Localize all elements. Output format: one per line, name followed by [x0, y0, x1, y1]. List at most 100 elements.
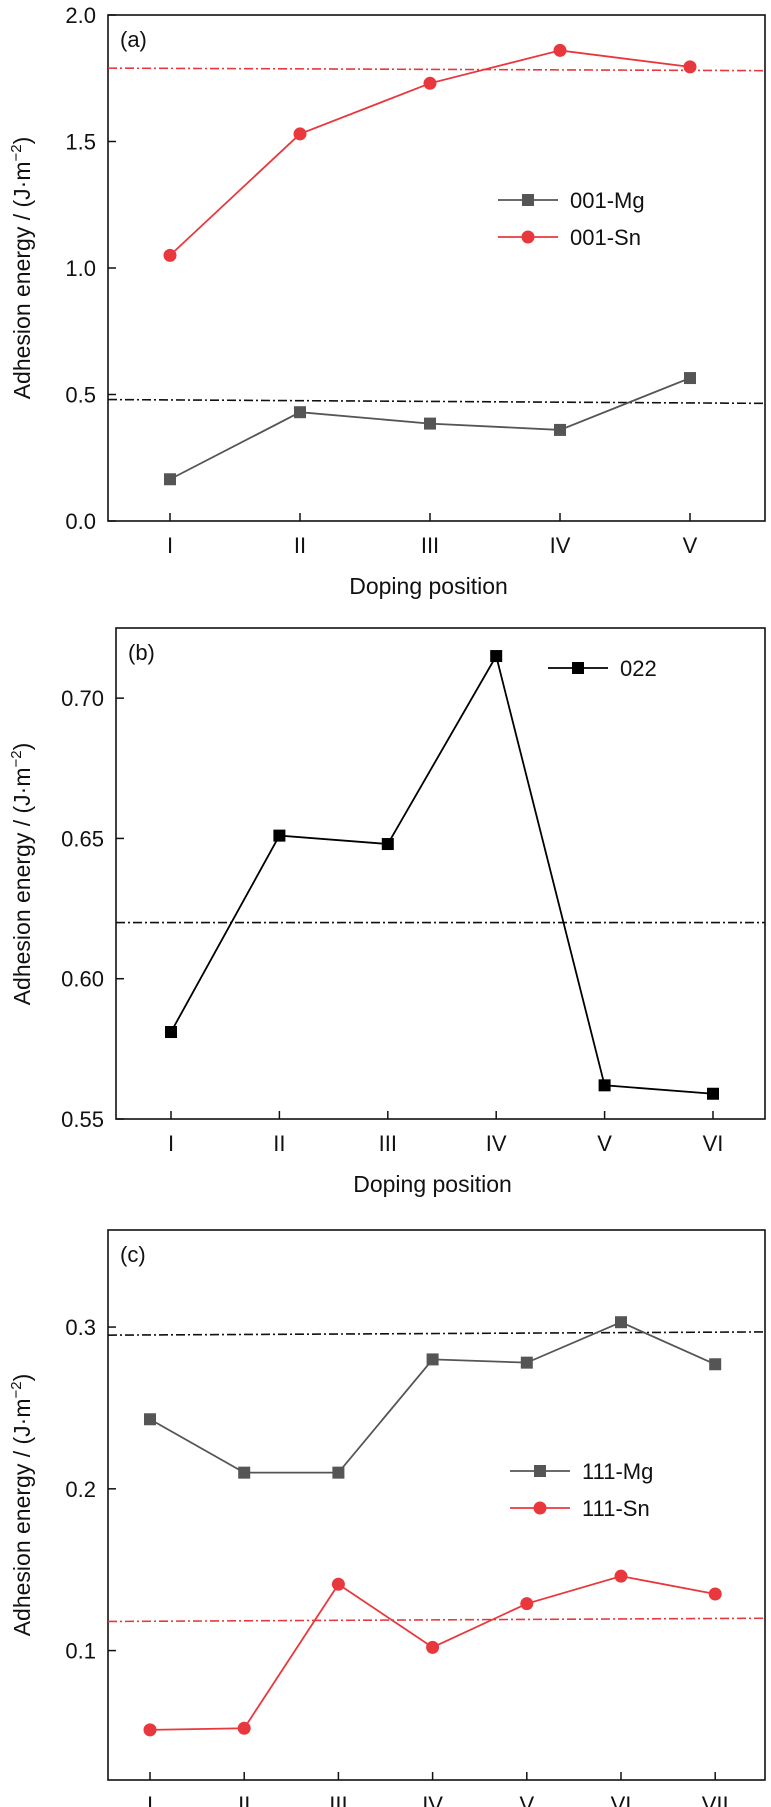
- panel-2-y-axis-label-sup: −2: [8, 750, 25, 767]
- panel-3-y-axis-label-main: Adhesion energy / (J·m: [9, 1399, 35, 1637]
- panel-2-legend-marker: [572, 662, 584, 674]
- panel-1-y-tick-label: 2.0: [65, 3, 96, 28]
- panel-2-y-tick-label: 0.70: [61, 686, 104, 711]
- panel-3-y-tick-label: 0.2: [65, 1477, 96, 1502]
- panel-3-data-point-111-Mg: [709, 1358, 722, 1371]
- panel-2-x-tick-label: V: [597, 1131, 612, 1156]
- panel-3-data-point-111-Sn: [143, 1723, 157, 1737]
- panel-3-data-point-111-Mg: [520, 1356, 533, 1369]
- panel-1-y-axis-label-main: Adhesion energy / (J·m: [9, 162, 35, 400]
- panel-3-plot-frame: [107, 1229, 766, 1781]
- panel-1-reference-line: [107, 67, 766, 72]
- panel-1-y-tick-label: 1.0: [65, 256, 96, 281]
- panel-1-y-axis-label-sup: −2: [8, 144, 25, 161]
- panel-1-plot-frame: [107, 14, 766, 522]
- panel-3-x-tick-label: VII: [702, 1792, 729, 1807]
- panel-1-data-point-001-Sn: [423, 76, 437, 90]
- panel-1-y-tick-label: 1.5: [65, 130, 96, 155]
- panel-1-data-point-001-Mg: [684, 372, 696, 385]
- panel-3-y-tick-label: 0.1: [65, 1639, 96, 1664]
- panel-3-y-axis-label-sup: −2: [8, 1381, 25, 1398]
- panel-1-data-point-001-Mg: [164, 473, 176, 486]
- panel-1-data-point-001-Sn: [163, 248, 177, 262]
- panel-2-x-tick-label: I: [168, 1131, 174, 1156]
- panel-3-reference-line: [107, 1617, 766, 1623]
- panel-3-data-point-111-Mg: [238, 1466, 251, 1479]
- panel-1-x-tick-label: II: [294, 533, 306, 558]
- panel-3-y-tick-label: 0.3: [65, 1315, 96, 1340]
- panel-3-x-tick-label: VI: [611, 1792, 632, 1807]
- panel-1-x-tick-label: IV: [550, 533, 571, 558]
- panel-2-x-tick-label: VI: [703, 1131, 724, 1156]
- panel-2-x-axis-label: Doping position: [353, 1171, 512, 1197]
- panel-2-data-point-022: [381, 838, 394, 851]
- panel-3-data-point-111-Sn: [426, 1640, 440, 1654]
- panel-1-panel-label: (a): [120, 27, 147, 52]
- panel-3-data-point-111-Sn: [237, 1721, 251, 1735]
- panel-1-legend-label: 001-Mg: [570, 188, 645, 213]
- panel-3-y-axis-label: Adhesion energy / (J·m−2): [8, 1374, 35, 1637]
- panel-1-y-tick-label: 0.5: [65, 383, 96, 408]
- panel-3-x-tick-label: II: [238, 1792, 250, 1807]
- panel-3-reference-line: [107, 1331, 766, 1336]
- panel-3-x-tick-label: IV: [422, 1792, 443, 1807]
- panel-1-x-axis-label: Doping position: [349, 573, 508, 599]
- panel-3-data-point-111-Mg: [615, 1316, 627, 1329]
- panel-2-x-tick-label: III: [379, 1131, 397, 1156]
- panel-1-data-point-001-Sn: [553, 43, 567, 57]
- panel-3: (c)0.10.20.3IIIIIIIVVVIVIIDoping positio…: [8, 1229, 766, 1807]
- panel-2-legend-label: 022: [620, 656, 657, 681]
- panel-3-y-axis-label-close: ): [9, 1374, 35, 1382]
- panel-1-legend-marker: [522, 194, 534, 206]
- panel-2-y-tick-label: 0.65: [61, 826, 104, 851]
- panel-3-legend-label: 111-Mg: [582, 1459, 653, 1484]
- panel-3-series-line-111-Mg: [149, 1321, 716, 1474]
- panel-1-y-axis-label-close: ): [9, 137, 35, 145]
- panel-2-y-axis-label-close: ): [9, 743, 35, 751]
- panel-2-data-point-022: [707, 1087, 719, 1100]
- panel-2-plot-frame: [115, 627, 766, 1120]
- panel-3-legend-marker: [533, 1501, 547, 1515]
- panel-2-data-point-022: [165, 1026, 177, 1039]
- panel-3-data-point-111-Sn: [614, 1569, 628, 1583]
- panel-2-y-axis-label-main: Adhesion energy / (J·m: [9, 768, 35, 1006]
- panel-1-data-point-001-Sn: [293, 127, 307, 141]
- panel-3-x-tick-label: V: [519, 1792, 534, 1807]
- panel-3-data-point-111-Mg: [144, 1413, 156, 1426]
- panel-3-data-point-111-Sn: [331, 1577, 345, 1591]
- panel-3-data-point-111-Mg: [332, 1466, 345, 1479]
- panel-3-data-point-111-Sn: [708, 1587, 722, 1601]
- panel-2-y-tick-label: 0.60: [61, 967, 104, 992]
- panel-2-data-point-022: [598, 1079, 611, 1092]
- panel-3-x-tick-label: III: [329, 1792, 347, 1807]
- panel-2-data-point-022: [490, 650, 503, 663]
- panel-2-series-line-022: [170, 653, 714, 1095]
- panel-2-data-point-022: [273, 829, 286, 842]
- panel-3-data-point-111-Sn: [520, 1597, 534, 1611]
- panel-2-x-tick-label: IV: [486, 1131, 507, 1156]
- panel-2-x-tick-label: II: [273, 1131, 285, 1156]
- panel-1-legend-marker: [521, 230, 535, 244]
- panel-3-x-tick-label: I: [147, 1792, 153, 1807]
- panel-2-y-tick-label: 0.55: [61, 1107, 104, 1132]
- panel-1-data-point-001-Sn: [683, 60, 697, 74]
- panel-1-y-tick-label: 0.0: [65, 509, 96, 534]
- panel-1-data-point-001-Mg: [424, 417, 436, 430]
- panel-1-y-axis-label: Adhesion energy / (J·m−2): [8, 137, 35, 400]
- panel-1-data-point-001-Mg: [554, 423, 566, 436]
- panel-1-x-tick-label: III: [421, 533, 439, 558]
- panel-3-legend-marker: [534, 1465, 546, 1477]
- panel-3-legend-label: 111-Sn: [582, 1496, 650, 1521]
- panel-3-data-point-111-Mg: [426, 1353, 439, 1366]
- panel-1-data-point-001-Mg: [294, 406, 306, 419]
- panel-1-reference-line: [107, 398, 766, 405]
- panel-1-x-tick-label: V: [683, 533, 698, 558]
- panel-1-x-tick-label: I: [167, 533, 173, 558]
- panel-2-panel-label: (b): [128, 640, 155, 665]
- panel-2-y-axis-label: Adhesion energy / (J·m−2): [8, 743, 35, 1006]
- panel-3-panel-label: (c): [120, 1242, 146, 1267]
- panel-1-legend-label: 001-Sn: [570, 225, 641, 250]
